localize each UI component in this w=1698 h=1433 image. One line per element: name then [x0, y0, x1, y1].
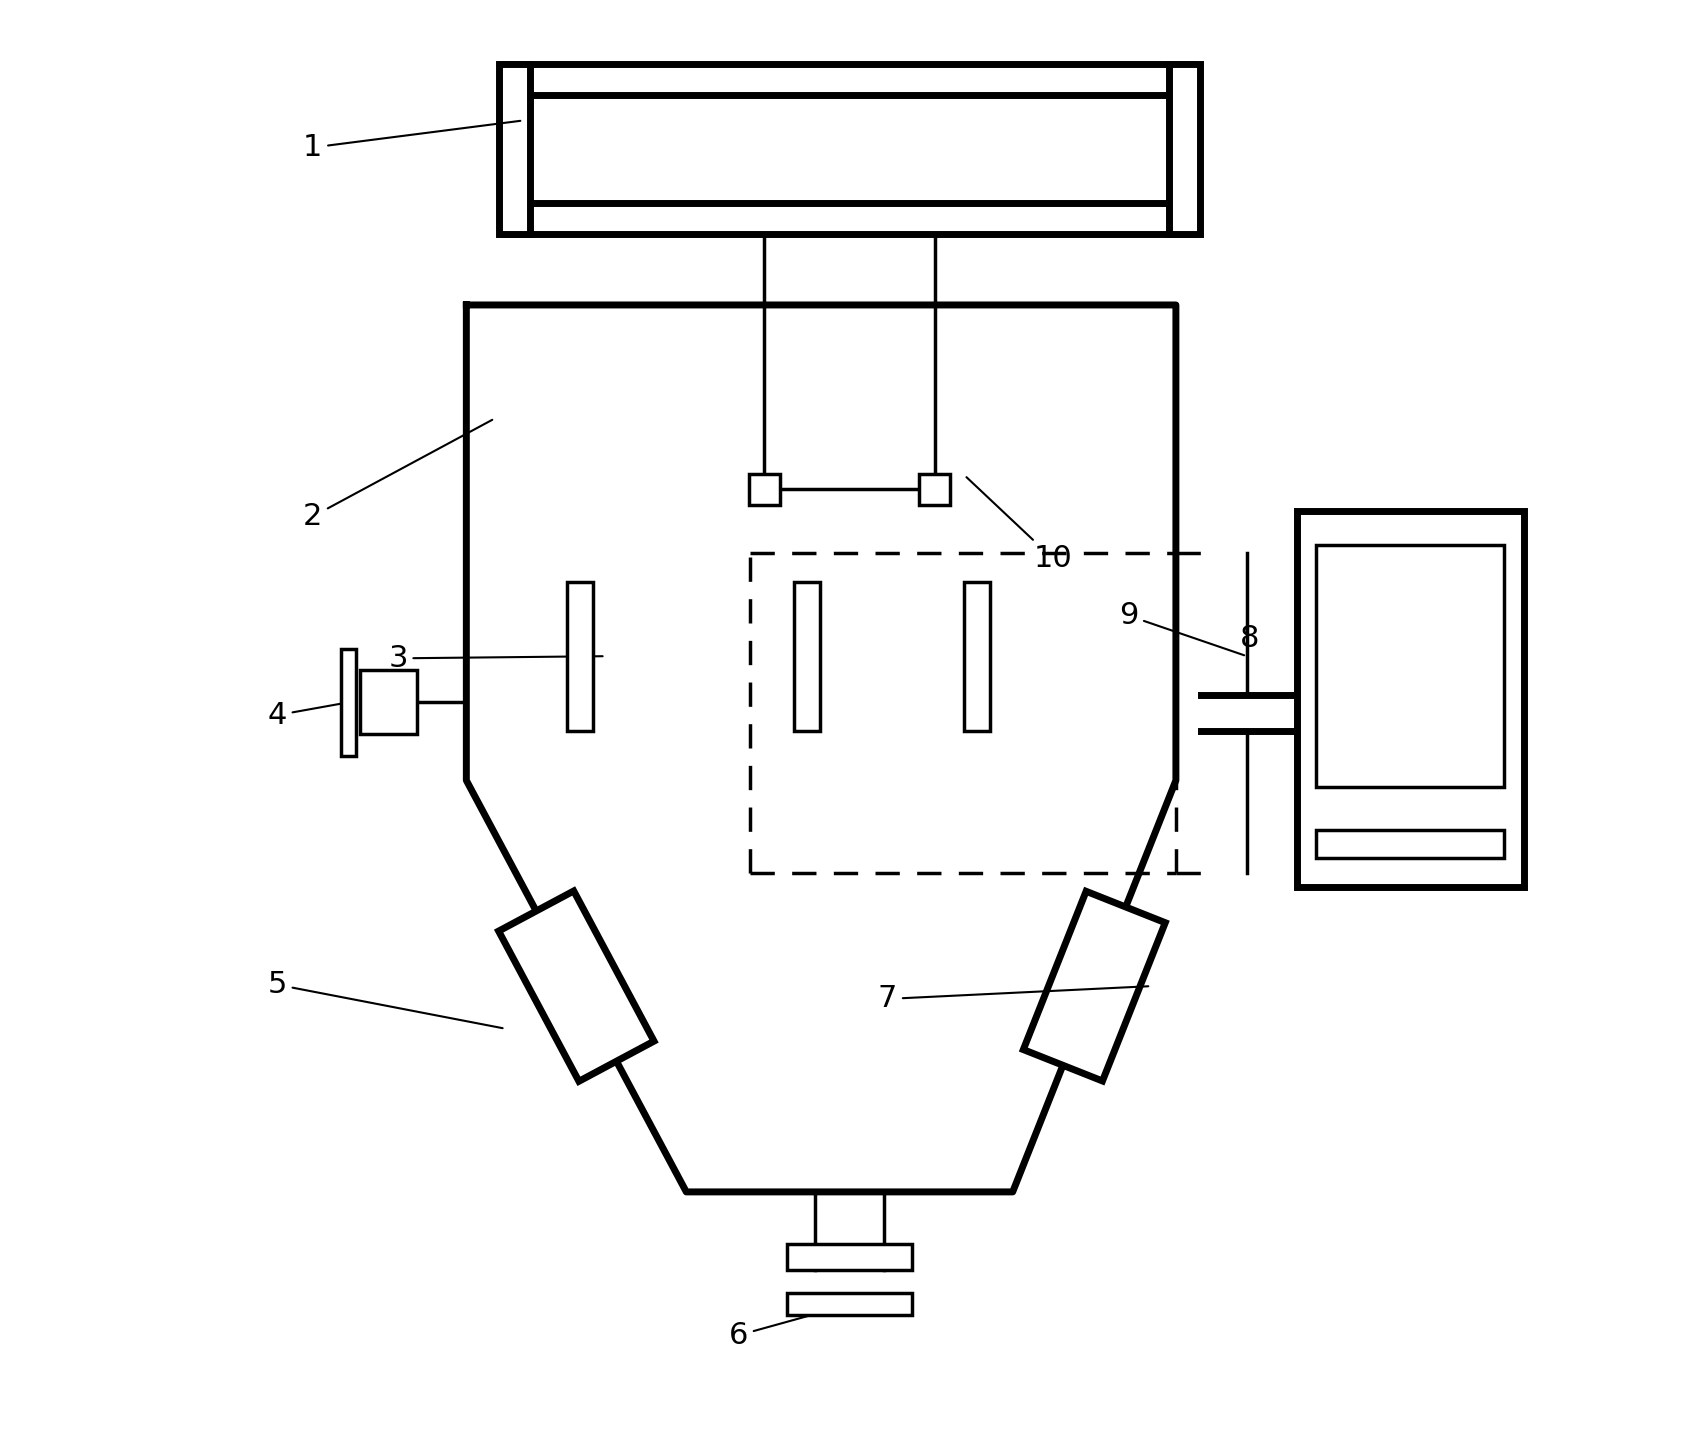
Text: 4: 4	[268, 701, 346, 729]
Bar	[919, 474, 949, 504]
Bar	[499, 63, 530, 234]
Bar	[964, 582, 990, 731]
Polygon shape	[1022, 891, 1165, 1080]
Text: 8: 8	[1240, 623, 1258, 653]
Bar	[749, 474, 779, 504]
Text: 1: 1	[302, 120, 520, 162]
Bar	[1316, 545, 1503, 788]
Bar	[341, 649, 355, 755]
Text: 7: 7	[878, 984, 1148, 1013]
Polygon shape	[498, 891, 654, 1082]
Bar	[1316, 830, 1503, 858]
Bar	[360, 671, 416, 734]
Bar	[504, 203, 1194, 234]
Text: 3: 3	[389, 643, 603, 674]
Bar	[1168, 63, 1199, 234]
Text: 9: 9	[1119, 602, 1243, 655]
Text: 10: 10	[966, 477, 1071, 573]
Text: 2: 2	[302, 420, 492, 530]
Text: 5: 5	[268, 970, 503, 1029]
Bar	[504, 63, 1194, 95]
Bar	[567, 582, 593, 731]
Bar	[530, 95, 1168, 203]
Bar	[786, 1244, 912, 1270]
Bar	[793, 582, 818, 731]
Text: 6: 6	[728, 1294, 888, 1350]
Bar	[786, 1293, 912, 1315]
Bar	[1296, 510, 1523, 887]
